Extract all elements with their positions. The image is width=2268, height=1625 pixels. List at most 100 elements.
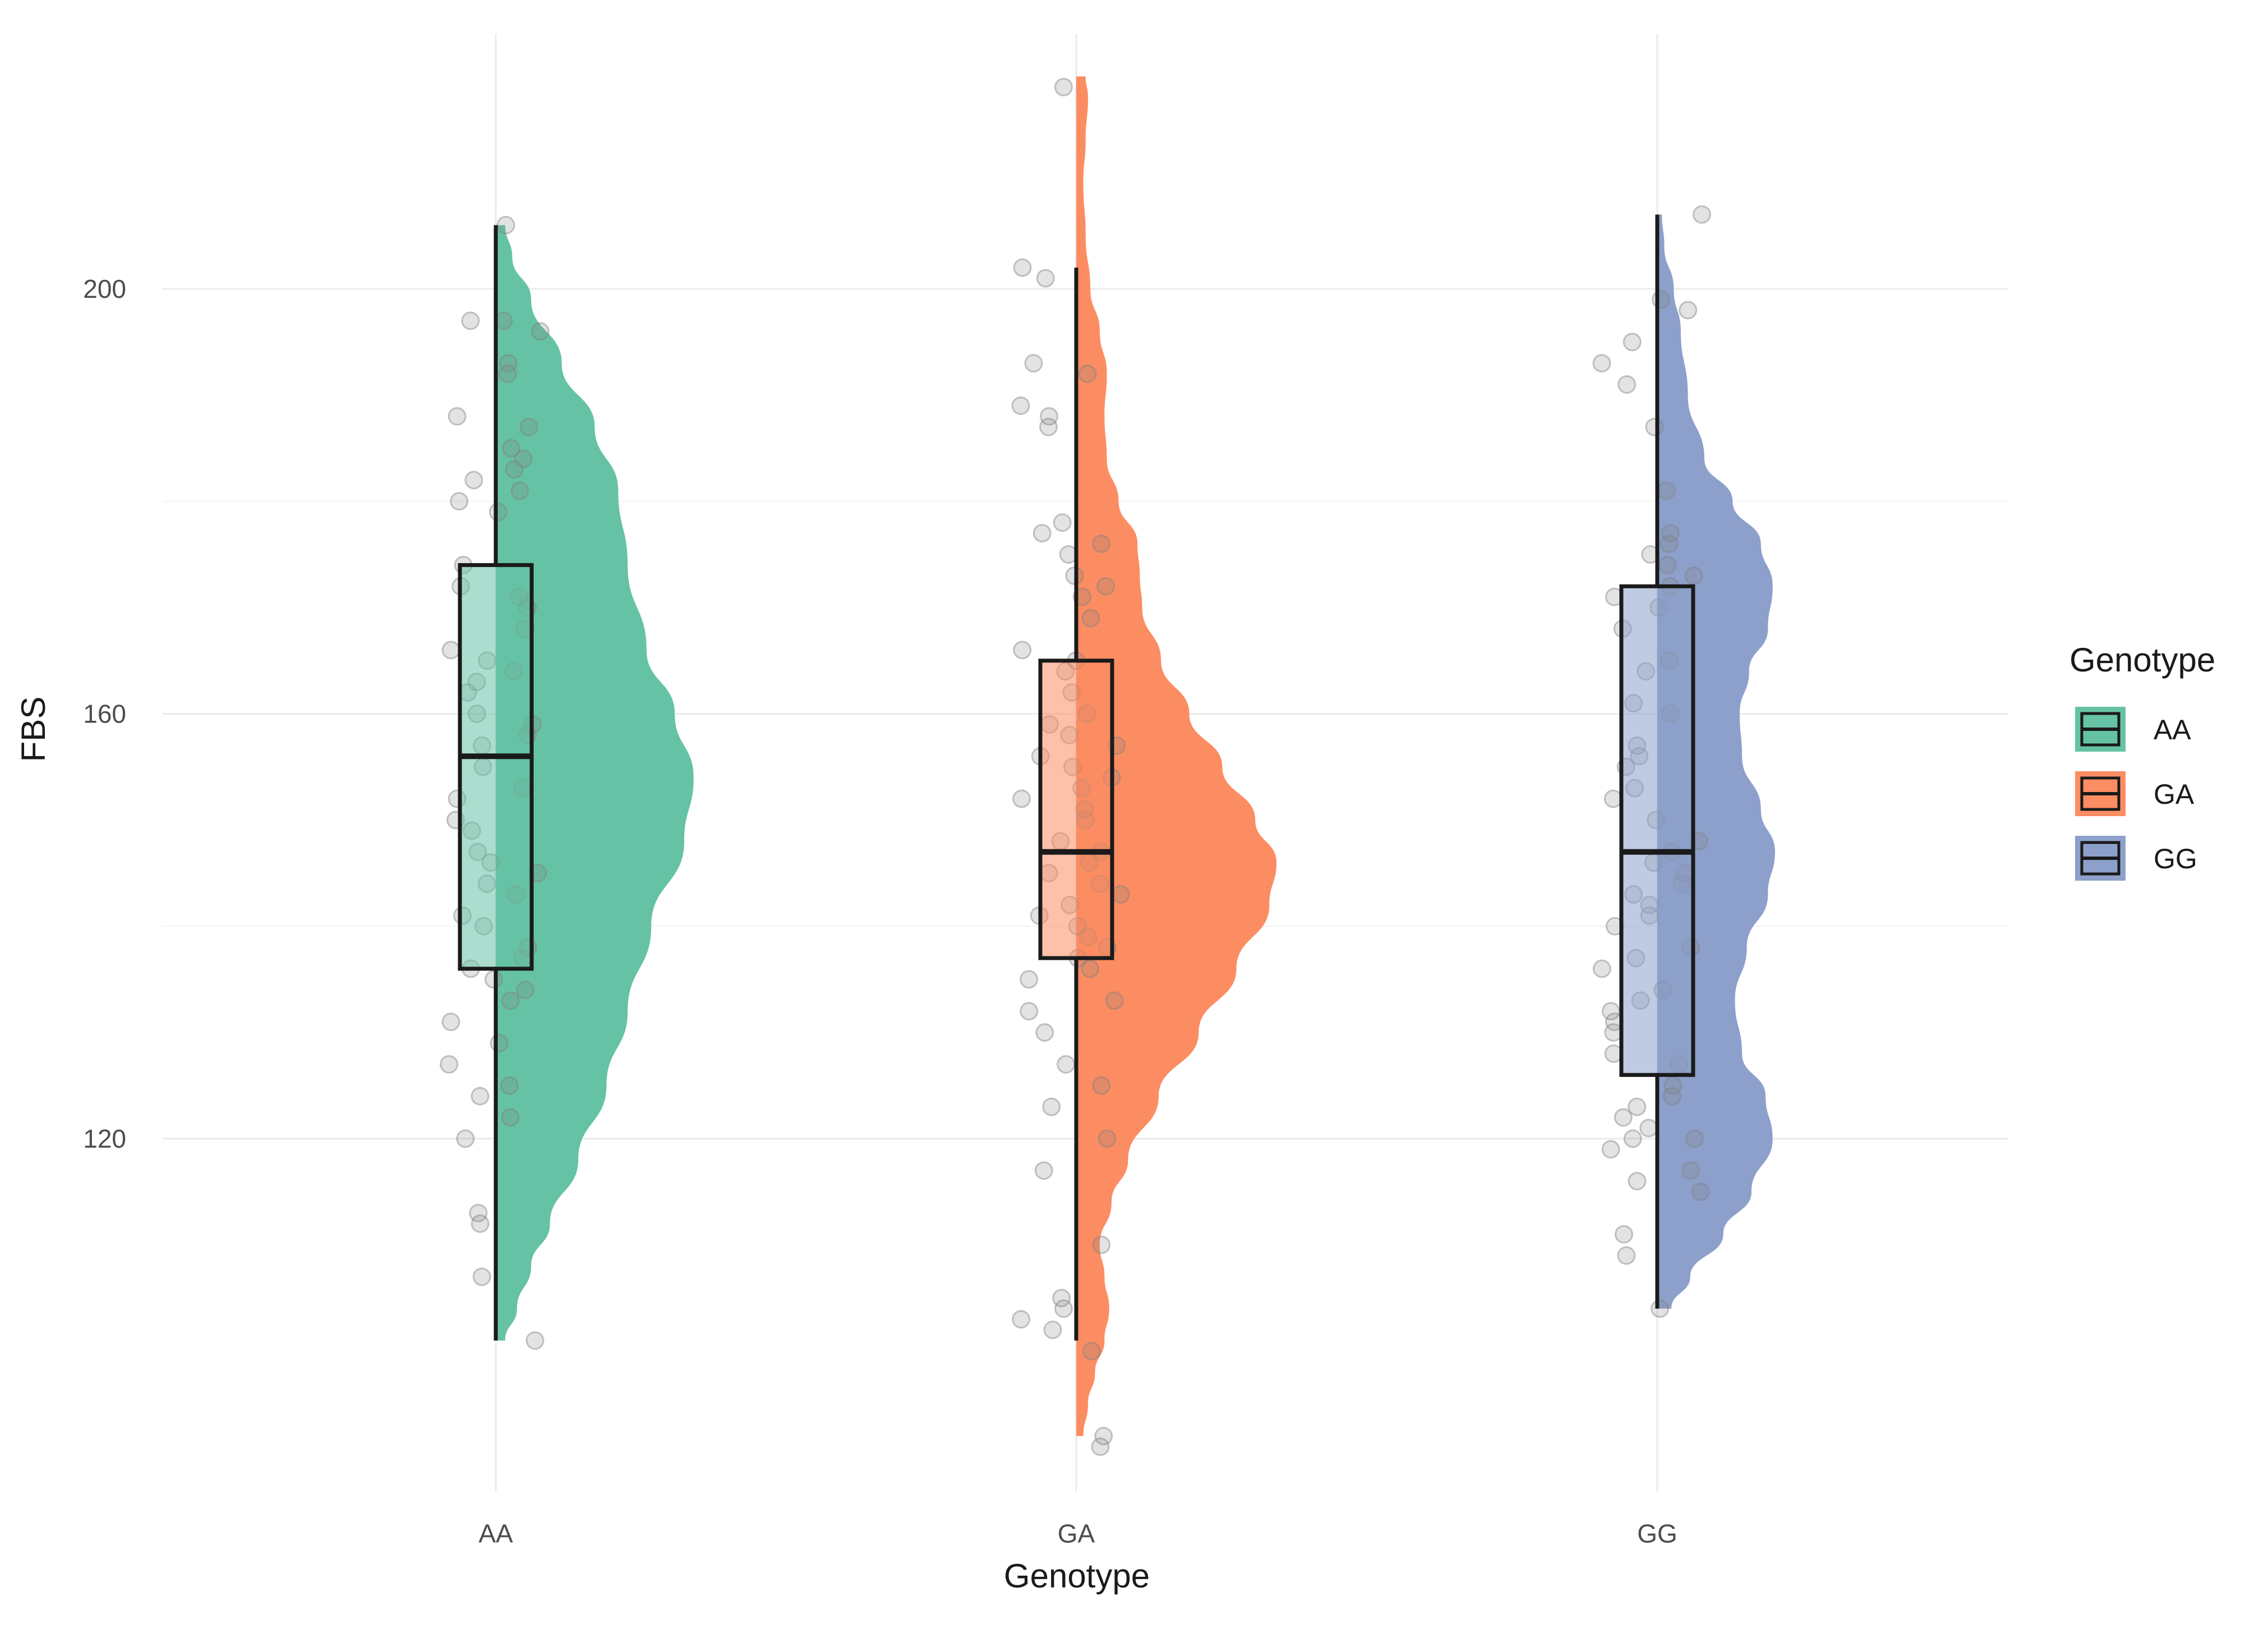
data-point <box>515 980 534 1000</box>
data-point <box>1604 1023 1623 1042</box>
data-point <box>1105 991 1124 1010</box>
y-axis-title: FBS <box>15 697 52 762</box>
data-point <box>501 439 520 458</box>
data-point <box>1663 1076 1682 1095</box>
data-point <box>498 365 517 383</box>
density-cloud-aa <box>496 225 694 1341</box>
data-point <box>1092 1235 1111 1254</box>
data-point <box>1691 1182 1710 1202</box>
data-point <box>1662 1087 1681 1106</box>
x-axis-title: Genotype <box>1004 1557 1150 1595</box>
data-point <box>1601 1002 1620 1021</box>
data-point <box>440 1055 459 1074</box>
data-point <box>441 641 460 660</box>
data-point <box>471 1214 490 1233</box>
data-point <box>1081 959 1100 978</box>
data-point <box>1091 1437 1110 1456</box>
density-cloud-ga <box>1076 76 1276 1437</box>
data-point <box>1592 354 1611 373</box>
data-point <box>1035 1023 1054 1042</box>
data-point <box>1040 407 1059 426</box>
data-point <box>1081 609 1100 628</box>
data-point <box>1657 481 1676 500</box>
data-point <box>1092 1076 1111 1095</box>
data-point <box>1053 513 1072 532</box>
data-point <box>1052 1288 1071 1308</box>
data-point <box>531 322 550 341</box>
data-point <box>514 449 533 468</box>
legend-label: AA <box>2154 714 2191 745</box>
boxplots <box>458 214 1695 1341</box>
data-point <box>1645 417 1664 436</box>
data-point <box>1111 885 1130 904</box>
legend-title: Genotype <box>2069 641 2215 679</box>
data-point <box>1603 789 1622 808</box>
data-point <box>1615 1224 1634 1244</box>
data-point <box>1679 301 1698 320</box>
data-point <box>469 1204 488 1223</box>
data-point <box>1034 1161 1053 1180</box>
data-point <box>1043 1320 1062 1339</box>
y-tick-label: 200 <box>83 274 126 303</box>
data-point <box>1622 333 1642 352</box>
data-point <box>1054 77 1073 96</box>
data-point <box>1651 290 1670 309</box>
density-clouds <box>496 76 1775 1437</box>
data-point <box>1020 1002 1039 1021</box>
data-point <box>1651 1299 1670 1318</box>
data-point <box>1013 641 1032 660</box>
data-point <box>1057 1055 1076 1074</box>
data-point <box>1013 258 1032 277</box>
data-point <box>1661 524 1680 543</box>
data-point <box>1082 1342 1101 1361</box>
data-point <box>1039 417 1058 436</box>
data-point <box>1024 354 1043 373</box>
data-point <box>1617 1246 1636 1265</box>
y-tick-label: 160 <box>83 699 126 729</box>
data-point <box>456 1129 475 1148</box>
data-point <box>1681 1161 1700 1180</box>
data-point <box>1693 205 1712 224</box>
x-tick-label: AA <box>478 1519 513 1548</box>
data-point <box>1614 1108 1633 1127</box>
data-point <box>1092 535 1111 553</box>
data-point <box>1078 365 1097 383</box>
data-point <box>1659 535 1679 553</box>
legend-item-gg: GG <box>2075 836 2197 881</box>
data-point <box>501 991 520 1010</box>
data-point <box>484 970 503 989</box>
data-point <box>472 1267 491 1286</box>
data-point <box>505 460 524 479</box>
legend-item-ga: GA <box>2075 771 2195 816</box>
data-point <box>525 1331 545 1350</box>
x-tick-label: GG <box>1637 1519 1677 1548</box>
data-point <box>1012 1310 1031 1329</box>
box-aa <box>458 563 534 971</box>
data-point <box>1592 959 1611 978</box>
data-point <box>464 471 483 490</box>
data-point <box>1012 789 1031 808</box>
axes: 120 160 200 AA GA GG <box>83 274 1677 1548</box>
x-tick-label: GA <box>1058 1519 1095 1548</box>
y-tick-label: 120 <box>83 1124 126 1153</box>
data-point <box>450 492 469 511</box>
data-point <box>448 407 467 426</box>
data-point <box>1639 1118 1658 1138</box>
legend-label: GA <box>2154 779 2195 810</box>
legend-item-aa: AA <box>2075 707 2191 752</box>
data-point <box>499 354 518 373</box>
data-point <box>441 1012 460 1032</box>
data-point <box>510 481 529 500</box>
data-point <box>471 1087 490 1106</box>
data-point <box>1036 269 1055 288</box>
box-gg <box>1619 584 1695 1077</box>
data-point <box>496 215 515 234</box>
data-point <box>1658 555 1677 574</box>
data-point <box>1617 375 1637 394</box>
data-point <box>1601 1140 1620 1159</box>
data-point <box>1020 970 1039 989</box>
data-point <box>500 1076 519 1095</box>
data-point <box>1628 1097 1647 1116</box>
